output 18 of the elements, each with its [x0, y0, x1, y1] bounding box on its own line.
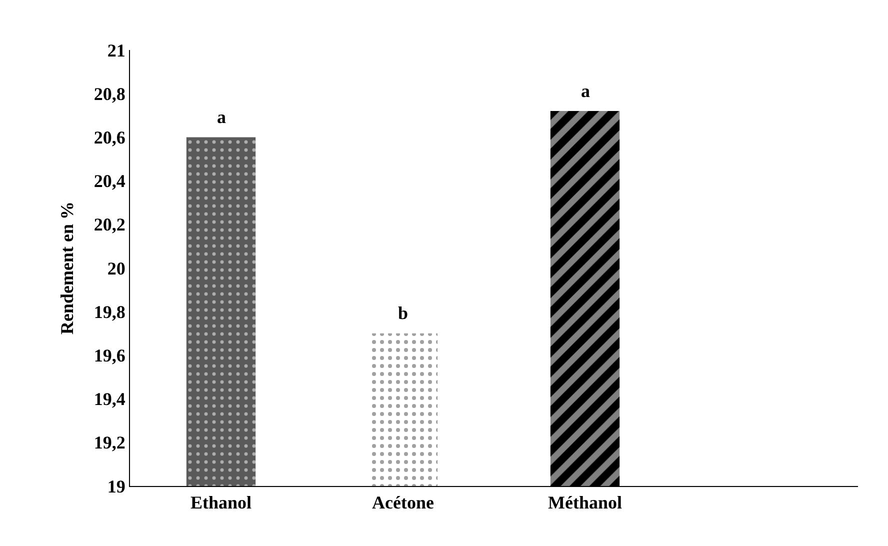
annotation: a: [217, 107, 226, 127]
y-tick-label: 19,2: [94, 432, 126, 453]
y-tick-label: 19: [107, 476, 126, 496]
y-tick-label: 19,8: [94, 302, 126, 322]
y-tick-label: 20: [107, 258, 126, 278]
x-tick-label: Méthanol: [548, 492, 622, 513]
y-tick-label: 19,6: [94, 346, 126, 366]
y-axis-title: Rendement en %: [57, 202, 78, 334]
y-tick-label: 20,8: [94, 84, 126, 104]
y-tick-label: 21: [107, 40, 126, 60]
x-tick-label: Acétone: [372, 492, 434, 513]
annotation: a: [581, 81, 590, 101]
y-tick-label: 20,6: [94, 128, 126, 148]
y-tick-label: 20,4: [94, 171, 126, 192]
x-tick-label: Ethanol: [190, 492, 252, 513]
annotation: b: [398, 303, 408, 323]
y-tick-label: 19,4: [94, 389, 126, 410]
y-tick-label: 20,2: [94, 214, 126, 235]
